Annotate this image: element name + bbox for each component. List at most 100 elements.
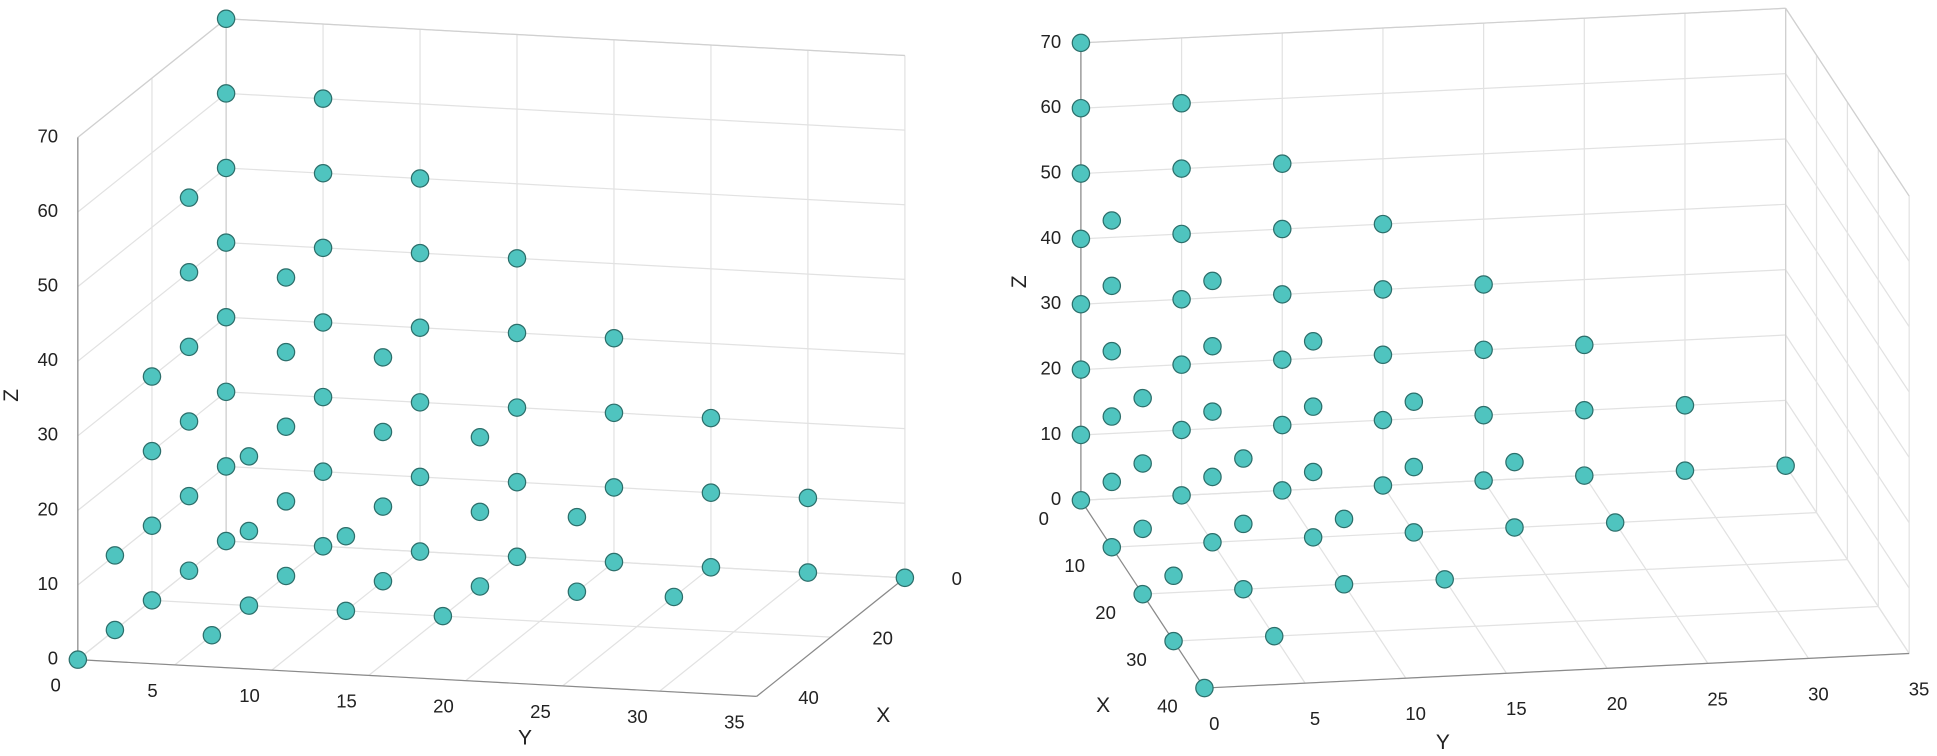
point bbox=[373, 422, 393, 442]
point bbox=[1172, 420, 1191, 440]
point bbox=[604, 552, 624, 572]
z-tick-label: 30 bbox=[37, 424, 58, 445]
point bbox=[567, 507, 587, 527]
z-tick-label: 30 bbox=[1041, 292, 1062, 313]
point bbox=[313, 462, 333, 481]
point bbox=[1273, 285, 1292, 304]
x-tick-label: 0 bbox=[952, 568, 962, 589]
point bbox=[216, 531, 236, 551]
point bbox=[507, 472, 527, 492]
y-tick-label: 35 bbox=[1909, 678, 1930, 699]
grid-line bbox=[1142, 558, 1848, 595]
grid-line bbox=[1080, 465, 1786, 501]
point bbox=[1172, 290, 1191, 309]
point bbox=[1575, 400, 1594, 420]
y-axis-label: Y bbox=[1436, 731, 1450, 754]
point bbox=[1172, 94, 1191, 113]
z-tick-label: 60 bbox=[1041, 96, 1062, 117]
point bbox=[1133, 454, 1152, 473]
point bbox=[470, 427, 490, 447]
point bbox=[798, 563, 818, 582]
point bbox=[433, 606, 453, 626]
z-tick-label: 70 bbox=[37, 125, 58, 146]
z-tick-label: 10 bbox=[37, 573, 58, 594]
point bbox=[1575, 466, 1594, 485]
point bbox=[1071, 229, 1091, 249]
x-axis-label: X bbox=[1096, 694, 1110, 717]
point bbox=[1172, 355, 1191, 374]
point bbox=[142, 591, 162, 610]
y-tick-label: 30 bbox=[1808, 683, 1829, 704]
x-tick-label: 20 bbox=[872, 627, 893, 648]
wall-edge bbox=[226, 18, 905, 57]
point bbox=[276, 492, 296, 511]
point bbox=[202, 625, 222, 645]
point bbox=[1373, 345, 1393, 365]
point bbox=[507, 398, 527, 417]
y-tick-label: 20 bbox=[1607, 693, 1628, 714]
z-tick-label: 50 bbox=[37, 274, 58, 295]
point bbox=[216, 233, 236, 252]
point bbox=[1675, 396, 1695, 415]
point bbox=[1164, 631, 1183, 651]
y-axis-label: Y bbox=[518, 726, 532, 749]
wall-edge bbox=[77, 18, 227, 138]
grid-line bbox=[1080, 203, 1786, 240]
point bbox=[313, 89, 333, 108]
point bbox=[142, 367, 162, 386]
point bbox=[1474, 471, 1493, 490]
point bbox=[895, 568, 915, 588]
y-tick-label: 5 bbox=[1310, 708, 1320, 729]
point bbox=[313, 313, 333, 332]
point bbox=[1234, 579, 1253, 599]
point bbox=[313, 537, 333, 556]
point bbox=[664, 587, 684, 607]
point bbox=[276, 566, 296, 586]
point bbox=[1334, 575, 1354, 594]
point bbox=[1071, 98, 1091, 118]
point bbox=[1373, 476, 1393, 495]
z-tick-label: 0 bbox=[1051, 488, 1061, 509]
point bbox=[1273, 154, 1292, 173]
point bbox=[1373, 214, 1393, 234]
point bbox=[313, 238, 333, 258]
y-tick-label: 25 bbox=[530, 701, 551, 722]
grid-line bbox=[226, 167, 905, 206]
point bbox=[373, 497, 393, 516]
z-axis-label: Z bbox=[0, 389, 23, 402]
point bbox=[239, 447, 259, 466]
point bbox=[1071, 491, 1091, 510]
point bbox=[1203, 271, 1222, 291]
point bbox=[701, 408, 721, 428]
point bbox=[1102, 472, 1122, 492]
point bbox=[507, 547, 527, 567]
point bbox=[1605, 513, 1625, 532]
point bbox=[1273, 350, 1292, 369]
point bbox=[604, 328, 624, 348]
y-tick-label: 35 bbox=[724, 711, 745, 732]
wall-edge bbox=[1080, 7, 1786, 44]
x-axis bbox=[756, 577, 906, 697]
z-tick-label: 50 bbox=[1041, 161, 1062, 182]
point bbox=[1273, 415, 1292, 435]
y-axis bbox=[1204, 652, 1910, 689]
y-tick-label: 20 bbox=[433, 696, 454, 717]
point bbox=[1234, 449, 1253, 468]
point bbox=[68, 650, 88, 669]
point bbox=[604, 403, 624, 423]
y-tick-label: 25 bbox=[1707, 688, 1728, 709]
grid-line bbox=[226, 391, 905, 430]
point bbox=[1474, 275, 1493, 294]
point bbox=[1404, 457, 1424, 477]
point bbox=[798, 488, 818, 508]
point bbox=[1133, 584, 1152, 604]
point bbox=[373, 571, 393, 591]
point bbox=[179, 486, 199, 506]
point bbox=[1474, 405, 1493, 425]
point bbox=[179, 561, 199, 580]
point bbox=[276, 268, 296, 287]
point bbox=[410, 243, 430, 263]
point bbox=[142, 441, 162, 461]
point bbox=[1404, 392, 1424, 411]
point bbox=[410, 542, 430, 561]
